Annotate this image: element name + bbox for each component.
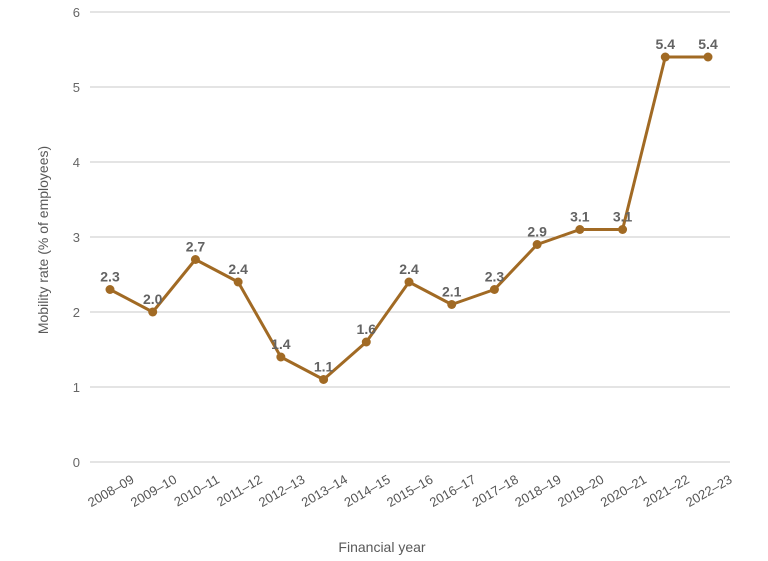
y-tick-label: 5: [73, 80, 80, 95]
data-point: [703, 52, 713, 62]
x-tick-label: 2021–22: [640, 472, 691, 510]
y-tick-label: 6: [73, 5, 80, 20]
data-label: 2.4: [228, 261, 248, 277]
data-label: 2.0: [143, 291, 163, 307]
x-axis-label: Financial year: [338, 539, 425, 555]
data-labels: 2.3 2.0 2.7 2.4 1.4 1.1 1.6 2.4 2.1 2.3 2.9 3.1 3.1 5…: [100, 36, 718, 375]
x-tick-label: 2018–19: [512, 472, 563, 510]
data-point: [404, 277, 414, 287]
y-tick-label: 1: [73, 380, 80, 395]
x-axis-ticks: 2008–092009–102010–112011–122012–132013–…: [85, 472, 734, 510]
data-label: 1.6: [357, 321, 377, 337]
y-axis-ticks: 0 1 2 3 4 5 6: [73, 5, 80, 470]
gridlines: [90, 11, 730, 463]
data-label: 5.4: [656, 36, 676, 52]
y-axis-label: Mobility rate (% of employees): [35, 146, 51, 334]
data-point: [618, 225, 628, 234]
data-point: [148, 307, 158, 317]
y-tick-label: 0: [73, 455, 80, 470]
data-point: [319, 375, 329, 384]
x-tick-label: 2022–23: [683, 472, 734, 510]
x-tick-label: 2014–15: [341, 472, 392, 510]
data-label: 2.3: [100, 269, 120, 285]
y-tick-label: 2: [73, 305, 80, 320]
data-label: 3.1: [613, 209, 633, 225]
data-label: 2.9: [527, 224, 547, 240]
x-tick-label: 2015–16: [384, 472, 435, 510]
x-tick-label: 2010–11: [171, 472, 222, 510]
x-tick-label: 2016–17: [427, 472, 478, 510]
data-label: 1.1: [314, 359, 334, 375]
x-tick-label: 2008–09: [85, 472, 136, 510]
data-label: 3.1: [570, 209, 590, 225]
y-tick-label: 4: [73, 155, 80, 170]
data-points: [105, 52, 713, 384]
data-point: [660, 52, 670, 62]
x-tick-label: 2013–14: [299, 472, 350, 510]
data-point: [447, 300, 457, 309]
x-tick-label: 2012–13: [256, 472, 307, 510]
data-label: 2.3: [485, 269, 505, 285]
data-point: [105, 285, 115, 294]
data-label: 2.4: [399, 261, 419, 277]
data-label: 5.4: [698, 36, 718, 52]
data-point: [190, 255, 200, 264]
x-tick-label: 2009–10: [128, 472, 179, 510]
x-tick-label: 2011–12: [214, 472, 265, 510]
data-point: [233, 277, 243, 287]
x-tick-label: 2017–18: [470, 472, 521, 510]
x-tick-label: 2020–21: [598, 472, 649, 510]
data-point: [532, 240, 542, 249]
data-label: 1.4: [271, 336, 291, 352]
y-tick-label: 3: [73, 230, 80, 245]
x-tick-label: 2019–20: [555, 472, 606, 510]
data-label: 2.7: [186, 239, 206, 255]
data-point: [575, 225, 585, 234]
data-point: [276, 352, 286, 362]
data-label: 2.1: [442, 284, 462, 300]
data-point: [361, 337, 371, 347]
data-point: [489, 285, 499, 294]
